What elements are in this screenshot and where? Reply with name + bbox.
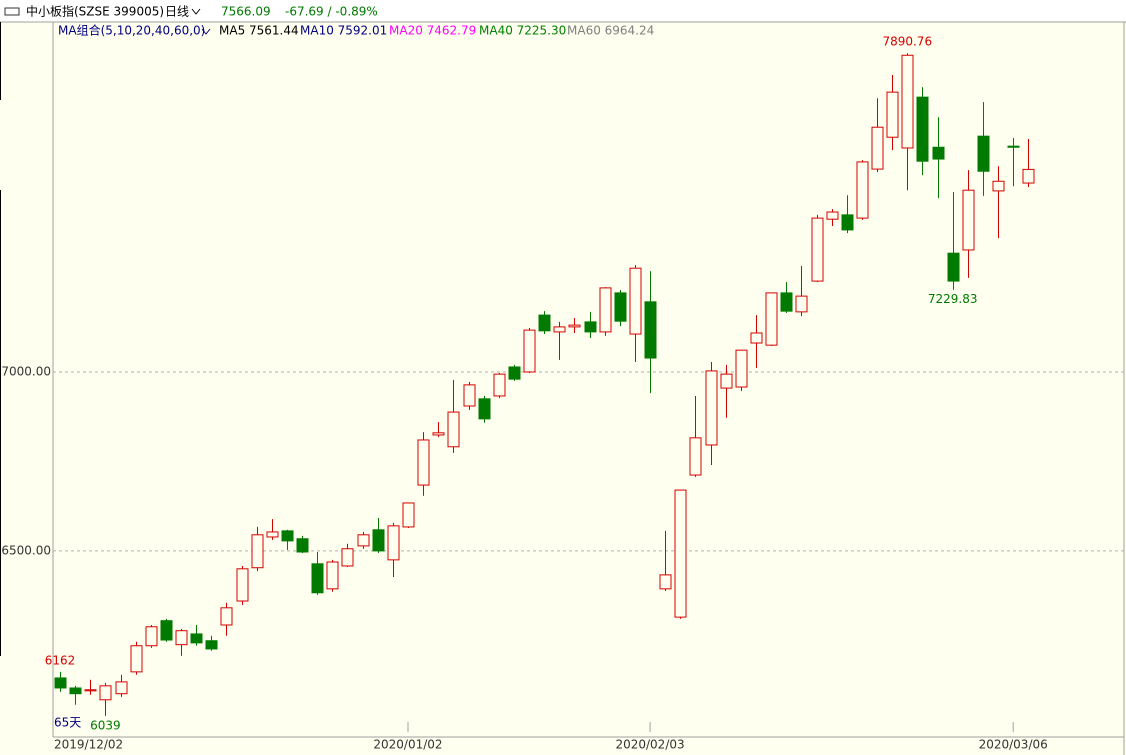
x-tick-label: 2020/03/06 — [979, 738, 1048, 752]
candle-down — [916, 96, 929, 162]
candle-up — [689, 437, 702, 476]
candle-down — [614, 292, 627, 322]
y-tick-label: 7000.00 — [1, 364, 51, 378]
candle-down — [372, 529, 385, 552]
candle-up — [599, 287, 612, 333]
candle-up — [493, 373, 506, 397]
candle-down — [311, 563, 324, 594]
candle-up — [795, 295, 808, 313]
candle-down — [841, 214, 854, 231]
candle-up — [387, 525, 400, 561]
candle-down — [190, 633, 203, 644]
candle-up — [341, 548, 354, 567]
candle-up — [811, 217, 824, 282]
candle-up — [402, 502, 415, 528]
x-tick-label: 2020/02/03 — [615, 738, 684, 752]
y-tick-label: 6500.00 — [1, 543, 51, 557]
candle-down — [538, 314, 551, 332]
candle-up — [220, 607, 233, 626]
candle-up — [463, 384, 476, 407]
candle-up — [992, 180, 1005, 192]
candle-down — [947, 252, 960, 282]
period-dropdown[interactable] — [191, 8, 201, 15]
candle-up — [901, 54, 914, 149]
x-tick-label: 2020/01/02 — [373, 738, 442, 752]
candle-up — [266, 531, 279, 538]
price: 7566.09 — [221, 5, 271, 19]
candle-down — [508, 366, 521, 380]
candle-up — [115, 681, 128, 695]
candle-up — [629, 267, 642, 335]
candle-down — [160, 620, 173, 641]
ma-legend: MA20 7462.79 — [389, 24, 476, 38]
candle-up — [750, 332, 763, 344]
candle-up — [886, 91, 899, 138]
candle-down — [69, 687, 82, 695]
candle-up — [432, 432, 445, 436]
high-label: 6162 — [45, 653, 76, 667]
candle-up — [568, 324, 581, 328]
candle-down — [1007, 145, 1020, 148]
candle-up — [826, 211, 839, 220]
low-label: 7229.83 — [928, 292, 978, 306]
ma-group[interactable]: MA组合(5,10,20,40,60,0) — [58, 23, 205, 38]
candle-up — [765, 292, 778, 346]
candle-down — [478, 398, 491, 420]
candle-up — [674, 489, 687, 618]
candle-up — [720, 373, 733, 389]
candle-up — [705, 370, 718, 446]
candle-up — [417, 439, 430, 486]
candle-up — [145, 626, 158, 647]
candle-up — [659, 574, 672, 590]
candle-down — [644, 301, 657, 359]
candle-up — [856, 161, 869, 219]
candle-up — [447, 411, 460, 448]
candle-down — [54, 677, 67, 689]
period[interactable]: 日线 — [165, 5, 189, 19]
header-bar — [0, 0, 1126, 22]
candle-up — [523, 329, 536, 373]
candle-up — [251, 534, 264, 569]
candle-up — [99, 685, 112, 701]
candle-up — [553, 326, 566, 333]
candle-down — [205, 640, 218, 650]
count-label: 65天 — [54, 716, 81, 730]
ma-legend: MA60 6964.24 — [567, 24, 654, 38]
candle-up — [735, 349, 748, 388]
ma-dropdown[interactable] — [201, 28, 211, 35]
candle-up — [1022, 168, 1035, 184]
menu-icon[interactable] — [4, 7, 20, 16]
candle-up — [236, 568, 249, 602]
candle-down — [932, 146, 945, 160]
candle-down — [584, 321, 597, 333]
candle-down — [977, 135, 990, 172]
change: -67.69 / -0.89% — [285, 5, 378, 19]
low-label: 6039 — [90, 718, 121, 732]
x-tick-label: 2019/12/02 — [54, 738, 123, 752]
candle-down — [296, 538, 309, 553]
candle-down — [780, 292, 793, 312]
index-title: 中小板指(SZSE 399005) — [26, 4, 164, 19]
candle-up — [84, 689, 97, 692]
candle-up — [175, 630, 188, 646]
candle-up — [871, 126, 884, 170]
ma-legend: MA5 7561.44 — [219, 24, 299, 38]
candle-up — [357, 534, 370, 547]
ma-legend: MA40 7225.30 — [479, 24, 566, 38]
candle-up — [962, 189, 975, 251]
high-label: 7890.76 — [882, 35, 932, 49]
candle-down — [281, 530, 294, 542]
candle-up — [130, 645, 143, 673]
ma-legend: MA10 7592.01 — [300, 24, 387, 38]
candle-up — [326, 561, 339, 590]
